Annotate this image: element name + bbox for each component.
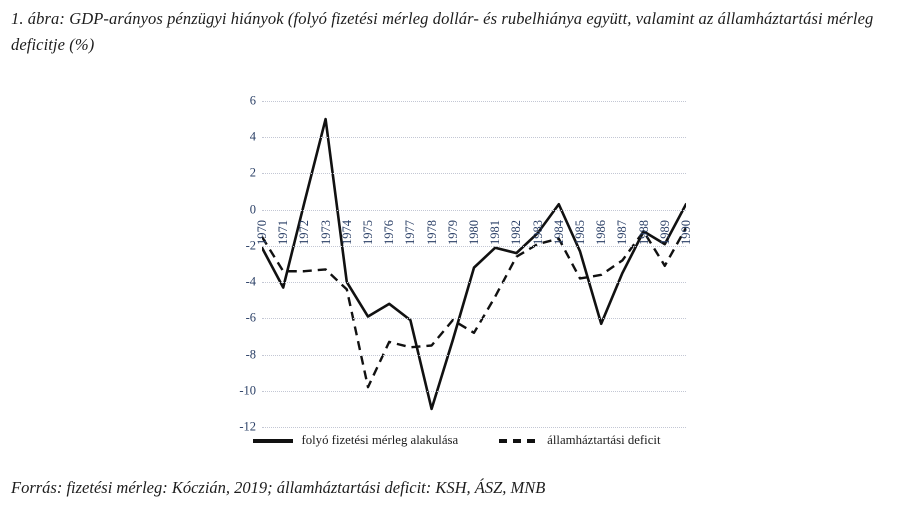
y-axis-tick-label: 2 <box>249 165 256 180</box>
chart-figure: 6 4 2 0 -2 -4 -6 -8 -10 -12 1970 1971 1972 1973 1974 1… <box>0 88 913 468</box>
x-axis-tick-label: 1972 <box>297 219 312 245</box>
x-axis-tick-label: 1977 <box>403 219 418 245</box>
x-axis-tick-label: 1971 <box>276 219 291 245</box>
x-axis-tick-label: 1978 <box>424 219 439 245</box>
legend-swatch-dashed <box>499 438 540 443</box>
x-axis-tick-label: 1983 <box>530 219 545 245</box>
x-axis-tick-label: 1975 <box>361 219 375 245</box>
x-axis-tick-label: 1982 <box>509 219 524 245</box>
y-axis-tick-label: 4 <box>249 129 256 144</box>
x-axis-tick-label: 1985 <box>573 219 587 245</box>
line-allamhaztartasi-deficit <box>262 227 686 389</box>
x-axis: 1970 1971 1972 1973 1974 1975 1976 1977 1978 1979… <box>255 88 693 414</box>
gridline <box>262 427 686 428</box>
legend-swatch-solid <box>253 438 294 443</box>
x-axis-tick-label: 1988 <box>636 219 651 245</box>
gridline <box>262 390 686 392</box>
x-axis-tick-label: 1979 <box>445 219 460 245</box>
gridline <box>262 137 686 139</box>
gridline <box>262 173 686 175</box>
chart-legend: folyó fizetési mérleg alakulása államház… <box>0 433 913 448</box>
x-axis-tick-label: 1987 <box>615 219 630 245</box>
y-axis-tick-label: 0 <box>249 202 256 217</box>
x-axis-tick-label: 1984 <box>551 219 566 245</box>
gridline <box>262 354 686 356</box>
y-axis-tick-label: -10 <box>239 383 256 398</box>
legend-item-allamhaztartasi-deficit: államháztartási deficit <box>498 433 661 448</box>
x-axis-tick-label: 1970 <box>255 219 269 245</box>
x-axis-tick-label: 1980 <box>467 219 481 245</box>
plot-area <box>262 101 686 428</box>
y-axis: 6 4 2 0 -2 -4 -6 -8 -10 -12 <box>228 94 256 434</box>
y-axis-tick-label: -2 <box>245 238 256 253</box>
x-axis-tick-label: 1976 <box>382 219 397 245</box>
gridline <box>262 245 686 247</box>
y-axis-tick-label: -4 <box>245 274 256 289</box>
y-axis-tick-label: 6 <box>249 93 256 108</box>
x-axis-tick-label: 1990 <box>679 219 693 245</box>
gridline <box>262 318 686 320</box>
source-note: Forrás: fizetési mérleg: Kóczián, 2019; … <box>11 478 546 497</box>
x-axis-tick-label: 1989 <box>657 219 672 245</box>
x-axis-tick-label: 1981 <box>488 219 503 245</box>
x-axis-tick-label: 1986 <box>594 219 609 245</box>
y-axis-tick-label: -12 <box>239 419 256 434</box>
legend-label-allamhaztartasi-deficit: államháztartási deficit <box>547 433 661 447</box>
legend-item-folyo-fizetesi-merleg: folyó fizetési mérleg alakulása <box>252 433 458 448</box>
legend-label-folyo-fizetesi-merleg: folyó fizetési mérleg alakulása <box>301 433 459 447</box>
x-axis-tick-label: 1973 <box>318 219 333 245</box>
x-axis-tick-label: 1974 <box>339 219 354 245</box>
gridline <box>262 101 686 102</box>
y-axis-tick-label: -6 <box>245 310 256 325</box>
y-axis-tick-label: -8 <box>245 347 256 362</box>
gridline <box>262 282 686 284</box>
figure-title: 1. ábra: GDP-arányos pénzügyi hiányok (f… <box>11 9 874 54</box>
gridline <box>262 209 686 211</box>
